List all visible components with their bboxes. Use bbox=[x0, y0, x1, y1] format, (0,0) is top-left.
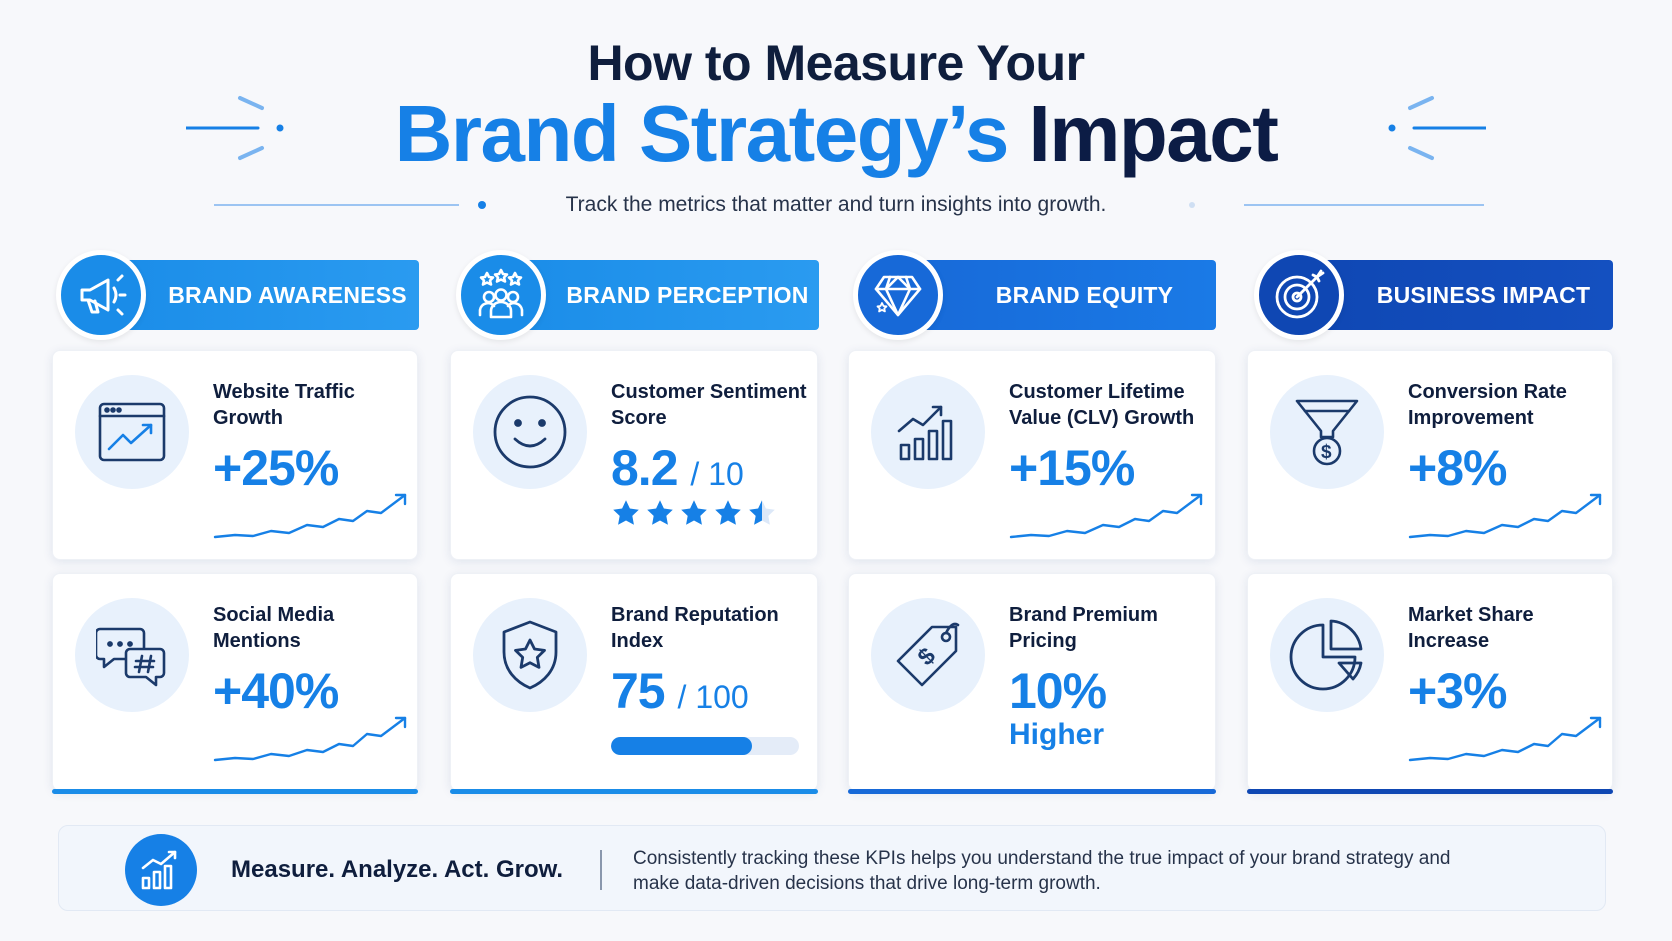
metric-label: Market Share Increase bbox=[1408, 604, 1534, 652]
column-header-brand-perception: BRAND PERCEPTION bbox=[456, 250, 819, 340]
subtitle: Track the metrics that matter and turn i… bbox=[565, 193, 1107, 216]
card-social-media-mentions: Social Media Mentions +40% bbox=[52, 573, 418, 791]
trend-sparkline bbox=[1009, 493, 1203, 539]
metric-value: 75 / 100 bbox=[611, 662, 749, 720]
metric-value: 8.2 / 10 bbox=[611, 439, 744, 497]
metric-label: Customer Lifetime Value (CLV) Growth bbox=[1009, 381, 1195, 429]
card-website-traffic-growth: Website Traffic Growth +25% bbox=[52, 350, 418, 560]
index-max: / 100 bbox=[677, 679, 749, 715]
footer-divider bbox=[600, 850, 602, 890]
footer-banner: Measure. Analyze. Act. Grow. Consistentl… bbox=[58, 825, 1606, 911]
svg-text:$: $ bbox=[913, 642, 942, 671]
metric-value: +3% bbox=[1408, 663, 1507, 719]
trend-sparkline bbox=[1408, 493, 1602, 539]
column-header-business-impact: BUSINESS IMPACT bbox=[1254, 250, 1613, 340]
index-value: 75 bbox=[611, 663, 666, 719]
column-title: BRAND PERCEPTION bbox=[566, 281, 809, 308]
column-title: BUSINESS IMPACT bbox=[1376, 281, 1591, 308]
footer-text: Consistently tracking these KPIs helps y… bbox=[633, 848, 1451, 894]
score-value: 8.2 bbox=[611, 440, 679, 496]
star-icon bbox=[715, 500, 741, 525]
title-highlight: Brand Strategy’s bbox=[394, 89, 1010, 178]
star-icon bbox=[647, 500, 673, 525]
subtitle-rule-left bbox=[214, 201, 486, 209]
star-rating bbox=[611, 499, 777, 527]
title-line-2: Brand Strategy’s Impact bbox=[0, 88, 1672, 180]
card-brand-reputation-index: Brand Reputation Index 75 / 100 bbox=[450, 573, 818, 791]
chat-hashtag-icon bbox=[75, 598, 189, 712]
people-stars-icon bbox=[456, 250, 546, 340]
metric-value: 10% bbox=[1009, 663, 1107, 719]
column-accent-line bbox=[450, 789, 818, 794]
column-header-brand-awareness: BRAND AWARENESS bbox=[56, 250, 419, 340]
pie-chart-icon bbox=[1270, 598, 1384, 712]
growth-chart-icon bbox=[125, 834, 197, 906]
metric-label: Website Traffic Growth bbox=[213, 381, 355, 429]
smiley-icon bbox=[473, 375, 587, 489]
column-header-brand-equity: BRAND EQUITY bbox=[853, 250, 1216, 340]
reputation-progress-bar bbox=[611, 737, 799, 755]
metric-label: Brand Premium Pricing bbox=[1009, 604, 1158, 652]
subtitle-rule-right bbox=[1189, 202, 1484, 208]
trend-sparkline bbox=[213, 716, 407, 762]
card-market-share-increase: Market Share Increase +3% bbox=[1247, 573, 1613, 791]
score-max: / 10 bbox=[690, 456, 744, 492]
metric-label: Social Media Mentions bbox=[213, 604, 335, 652]
megaphone-icon bbox=[56, 250, 146, 340]
card-customer-lifetime-value: Customer Lifetime Value (CLV) Growth +15… bbox=[848, 350, 1216, 560]
metric-label: Brand Reputation Index bbox=[611, 604, 779, 652]
diamond-icon bbox=[853, 250, 943, 340]
title-emphasis: Impact bbox=[1028, 89, 1279, 178]
metric-value: +8% bbox=[1408, 440, 1507, 496]
card-customer-sentiment-score: Customer Sentiment Score 8.2 / 10 bbox=[450, 350, 818, 560]
column-title: BRAND AWARENESS bbox=[168, 281, 407, 308]
star-icon bbox=[613, 500, 639, 525]
header: How to Measure Your Brand Strategy’s Imp… bbox=[0, 0, 1672, 230]
title-line-1: How to Measure Your bbox=[587, 35, 1085, 91]
star-icon bbox=[749, 500, 775, 525]
left-decoration bbox=[186, 96, 284, 160]
metric-label: Customer Sentiment Score bbox=[611, 381, 807, 429]
right-decoration bbox=[1388, 96, 1486, 160]
trend-sparkline bbox=[213, 493, 407, 539]
progress-fill bbox=[611, 737, 752, 755]
metric-label: Conversion Rate Improvement bbox=[1408, 381, 1567, 429]
shield-star-icon bbox=[473, 598, 587, 712]
trend-sparkline bbox=[1408, 716, 1602, 762]
card-conversion-rate-improvement: $ Conversion Rate Improvement +8% bbox=[1247, 350, 1613, 560]
metric-value-qualifier: Higher bbox=[1009, 718, 1105, 751]
column-title: BRAND EQUITY bbox=[995, 281, 1174, 308]
funnel-dollar-icon: $ bbox=[1270, 375, 1384, 489]
column-accent-line bbox=[848, 789, 1216, 794]
svg-text:$: $ bbox=[1321, 442, 1332, 463]
column-accent-line bbox=[52, 789, 418, 794]
metric-value: +15% bbox=[1009, 440, 1135, 496]
column-accent-line bbox=[1247, 789, 1613, 794]
card-brand-premium-pricing: $ Brand Premium Pricing 10% Higher bbox=[848, 573, 1216, 791]
price-tag-icon: $ bbox=[871, 598, 985, 712]
target-icon bbox=[1254, 250, 1344, 340]
star-icon bbox=[681, 500, 707, 525]
footer-tagline: Measure. Analyze. Act. Grow. bbox=[231, 856, 564, 883]
metric-value: +40% bbox=[213, 663, 339, 719]
browser-chart-icon bbox=[75, 375, 189, 489]
metric-value: +25% bbox=[213, 440, 339, 496]
bar-growth-icon bbox=[871, 375, 985, 489]
